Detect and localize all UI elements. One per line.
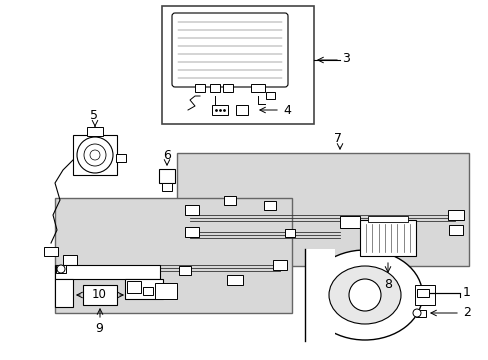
Bar: [223, 84, 232, 92]
FancyBboxPatch shape: [172, 13, 287, 87]
Bar: [265, 91, 274, 99]
Text: 8: 8: [383, 278, 391, 291]
Bar: [359, 220, 415, 256]
Bar: [116, 154, 126, 162]
Circle shape: [348, 279, 380, 311]
Bar: [179, 266, 191, 274]
Text: 6: 6: [163, 149, 170, 162]
Bar: [177, 153, 468, 266]
Bar: [73, 135, 117, 175]
Bar: [416, 289, 428, 297]
Bar: [56, 265, 66, 273]
Circle shape: [57, 265, 65, 273]
Bar: [236, 105, 247, 115]
Text: 4: 4: [283, 104, 290, 117]
Bar: [305, 249, 334, 341]
Circle shape: [77, 137, 113, 173]
Ellipse shape: [328, 266, 400, 324]
Text: 10: 10: [92, 288, 107, 302]
Bar: [125, 279, 163, 299]
Text: 7: 7: [333, 131, 341, 144]
Bar: [209, 84, 220, 92]
Bar: [272, 260, 286, 270]
Bar: [44, 247, 58, 256]
Circle shape: [90, 150, 100, 160]
Bar: [184, 227, 199, 237]
Bar: [55, 265, 160, 279]
Bar: [87, 127, 103, 136]
Bar: [285, 229, 294, 237]
Bar: [415, 310, 425, 316]
Text: 2: 2: [462, 306, 470, 320]
Bar: [55, 198, 291, 313]
Bar: [55, 279, 73, 307]
Bar: [63, 255, 77, 265]
Bar: [226, 275, 243, 285]
Bar: [250, 84, 264, 92]
Bar: [83, 285, 117, 305]
Circle shape: [412, 309, 420, 317]
Bar: [155, 283, 177, 299]
Bar: [264, 201, 275, 210]
Bar: [184, 205, 199, 215]
Ellipse shape: [307, 250, 422, 340]
Bar: [212, 105, 227, 115]
Bar: [142, 287, 153, 295]
Text: 1: 1: [462, 287, 470, 300]
Bar: [367, 216, 407, 222]
Bar: [339, 216, 359, 228]
Text: 5: 5: [90, 108, 98, 122]
Bar: [162, 6, 313, 124]
Bar: [224, 195, 236, 204]
Text: 3: 3: [341, 51, 349, 64]
Bar: [127, 281, 141, 293]
Bar: [162, 183, 172, 191]
Bar: [448, 225, 462, 235]
Circle shape: [84, 144, 106, 166]
Bar: [447, 210, 463, 220]
Bar: [195, 84, 204, 92]
Bar: [159, 169, 175, 183]
Bar: [414, 285, 434, 305]
Text: 9: 9: [95, 321, 102, 334]
